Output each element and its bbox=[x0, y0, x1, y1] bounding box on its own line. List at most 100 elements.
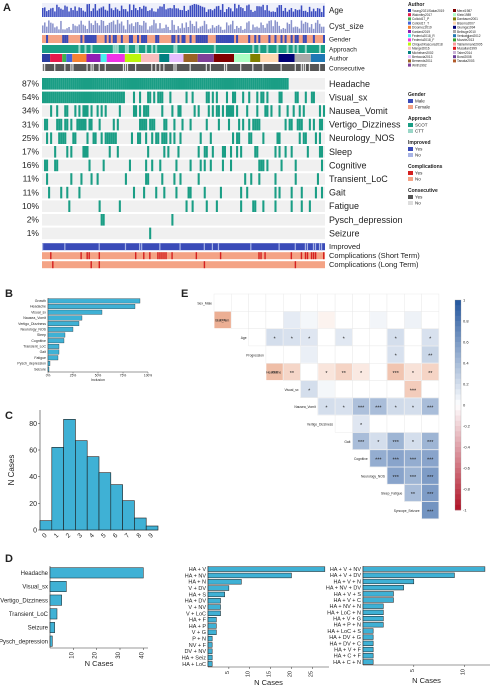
approach-ctt-cell bbox=[84, 45, 87, 53]
age-bar bbox=[110, 8, 113, 17]
mutation-cell bbox=[252, 200, 255, 212]
panel-c-category: 2 bbox=[65, 532, 73, 540]
legend-author-label: Tanaka2003 bbox=[457, 59, 475, 63]
cyst-size-bar bbox=[185, 22, 188, 33]
row-percent: 11% bbox=[23, 174, 40, 184]
age-bar bbox=[314, 11, 317, 17]
colorbar-tick-label: 1 bbox=[463, 298, 466, 303]
panel-c-bar bbox=[122, 500, 135, 531]
mutation-cell bbox=[240, 78, 243, 90]
mutation-cell bbox=[116, 78, 119, 90]
mutation-cell bbox=[278, 132, 281, 144]
mutation-cell bbox=[215, 78, 218, 90]
corr-cell bbox=[387, 346, 404, 363]
mutation-cell bbox=[205, 200, 208, 212]
row-bg bbox=[42, 146, 325, 158]
corr-stars: *** bbox=[392, 440, 399, 446]
colorbar-step bbox=[455, 368, 461, 374]
age-bar bbox=[240, 7, 242, 17]
age-bar bbox=[322, 5, 325, 17]
mutation-cell bbox=[290, 118, 293, 131]
legend-author-label: Klein1989 bbox=[457, 13, 471, 17]
cyst-size-bar bbox=[165, 24, 167, 33]
gender-male-cell bbox=[86, 35, 89, 43]
track-label-cyst-size: Cyst_size bbox=[329, 22, 364, 31]
cyst-size-bar bbox=[161, 28, 163, 33]
corr-stars: * bbox=[308, 336, 311, 342]
corr-cell bbox=[283, 363, 301, 381]
colorbar-step bbox=[455, 457, 461, 464]
mutation-cell bbox=[302, 132, 305, 144]
mutation-cell bbox=[159, 78, 162, 90]
gender-male-cell bbox=[201, 35, 204, 43]
colorbar-tick-label: 0 bbox=[463, 403, 466, 408]
mutation-cell bbox=[114, 132, 117, 144]
mutation-cell bbox=[145, 132, 148, 144]
age-bar bbox=[106, 10, 109, 17]
corr-grid-cell bbox=[404, 293, 422, 312]
corr-cell bbox=[387, 432, 404, 450]
age-bar bbox=[219, 9, 222, 17]
age-bar bbox=[280, 5, 283, 17]
mutation-cell bbox=[258, 159, 261, 172]
mutation-cell bbox=[318, 118, 322, 131]
mutation-cell bbox=[264, 105, 267, 117]
corr-grid-cell bbox=[386, 380, 405, 398]
complications-short-yes-cell bbox=[163, 252, 165, 260]
panel-d1-category: Pysch_depression bbox=[0, 639, 48, 645]
corr-stars: * bbox=[343, 336, 346, 342]
mutation-cell bbox=[320, 118, 324, 131]
mutation-cell bbox=[58, 78, 61, 90]
mutation-cell bbox=[213, 78, 216, 90]
mutation-cell bbox=[236, 105, 239, 117]
panel-d2-category: HA + NV bbox=[185, 573, 207, 579]
panel-d3-category: HA + LoC + N bbox=[327, 610, 361, 616]
cyst-size-bar bbox=[56, 26, 58, 33]
panel-c-category: 6 bbox=[112, 532, 120, 540]
panel-d2-category: DV + NV bbox=[184, 649, 206, 655]
mutation-cell bbox=[80, 173, 83, 185]
mutation-cell bbox=[288, 118, 291, 131]
mutation-cell bbox=[191, 200, 194, 212]
gender-male-cell bbox=[90, 35, 93, 43]
mutation-cell bbox=[254, 200, 257, 212]
mutation-cell bbox=[58, 132, 61, 144]
cyst-size-bar bbox=[288, 24, 291, 33]
corr-grid-cell bbox=[386, 414, 405, 433]
panel-d3-bar bbox=[362, 597, 394, 603]
author-block bbox=[197, 54, 214, 62]
consecutive-no-cell bbox=[300, 64, 302, 71]
panel-d2-bar bbox=[207, 654, 213, 661]
panel-b-category: Transient_LoC bbox=[23, 345, 46, 349]
mutation-cell bbox=[294, 91, 297, 104]
panel-b-bar bbox=[47, 338, 65, 344]
cyst-size-bar bbox=[260, 22, 262, 33]
legend-item-label: CTT bbox=[415, 129, 424, 134]
cyst-size-bar bbox=[106, 24, 109, 33]
corr-grid-cell bbox=[283, 345, 301, 364]
mutation-cell bbox=[171, 214, 174, 226]
panel-c-tick-label: 0 bbox=[33, 528, 37, 535]
age-bar bbox=[68, 11, 70, 17]
panel-d3-bar bbox=[362, 603, 384, 609]
panel-d3-category: HA + V + N bbox=[333, 579, 361, 585]
age-bar bbox=[177, 8, 179, 17]
gender-male-cell bbox=[84, 35, 87, 43]
age-bar bbox=[128, 4, 131, 18]
legend-item-label: No bbox=[415, 153, 421, 158]
mutation-cell bbox=[147, 78, 150, 90]
age-bar bbox=[72, 10, 74, 17]
mutation-cell bbox=[112, 118, 115, 131]
panel-d1-bar bbox=[49, 567, 144, 579]
cyst-size-bar bbox=[132, 26, 135, 33]
age-bar bbox=[242, 8, 244, 17]
complications-short-yes-cell bbox=[300, 252, 303, 260]
cyst-size-bar bbox=[151, 25, 153, 33]
cyst-size-bar bbox=[193, 26, 196, 33]
panel-d3-bar bbox=[362, 634, 374, 640]
legend-swatch bbox=[408, 195, 413, 199]
age-bar bbox=[187, 9, 190, 17]
mutation-cell bbox=[124, 78, 127, 90]
mutation-cell bbox=[238, 118, 241, 131]
panel-d3-category: HA + V + NV bbox=[330, 567, 362, 573]
